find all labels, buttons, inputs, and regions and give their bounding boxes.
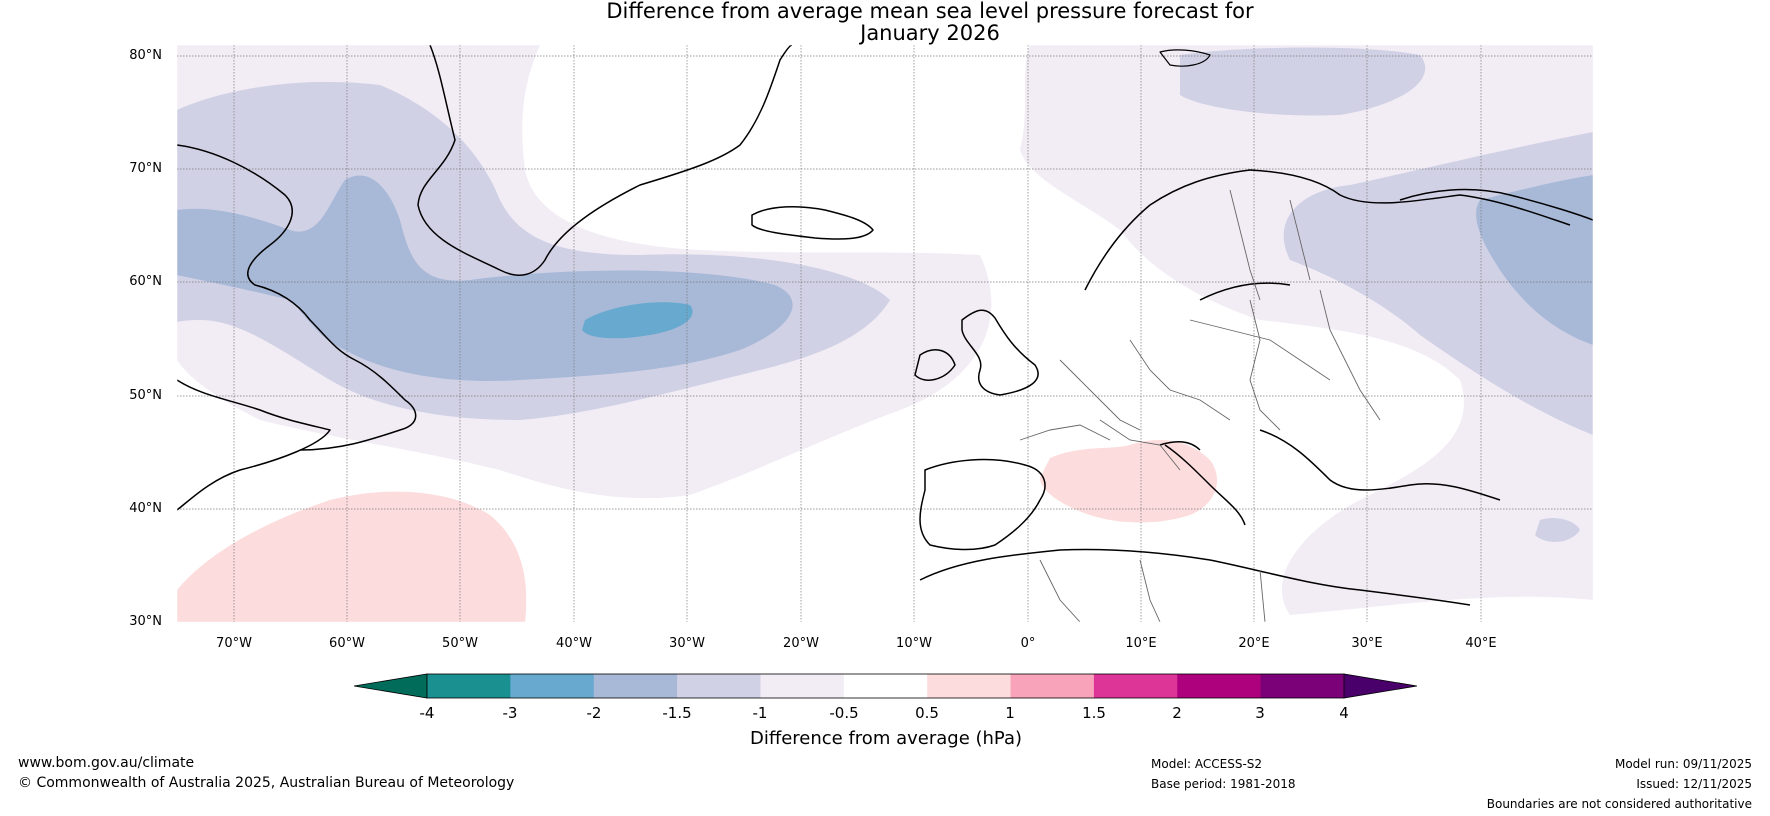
lat-label-30n: 30°N [129,614,162,629]
colorbar-under-arrow [353,673,428,699]
colorbar-segment [1093,674,1178,698]
colorbar-tick: 1 [1005,704,1015,722]
lat-label-70n: 70°N [129,161,162,176]
anomaly-region-moderate-negative-east-small [1535,518,1580,542]
colorbar-segment [677,674,761,698]
lon-label-20w: 20°W [783,636,819,651]
colorbar-tick: -3 [502,704,518,722]
coastline-iceland [751,205,874,240]
colorbar-segment [843,674,928,698]
map-title-line1: Difference from average mean sea level p… [606,0,1254,23]
border-europe-3 [1189,319,1331,381]
border-europe-1 [1059,359,1141,431]
colorbar-segment [427,674,511,698]
border-europe-4 [1249,299,1281,431]
anomaly-region-positive-southwest [177,491,527,622]
coastline-canada-baffin [177,144,417,451]
coastline-iberia [919,458,1046,551]
colorbar-tick: 1.5 [1082,704,1106,722]
coastlines [177,45,1593,606]
footer-issued: Issued: 12/11/2025 [1636,777,1752,791]
colorbar-segment [593,674,678,698]
colorbar-tick: 0.5 [915,704,939,722]
anomaly-region-strong-negative-east [1476,175,1593,345]
lon-label-40w: 40°W [556,636,592,651]
lon-label-20e: 20°E [1238,636,1270,651]
colorbar-segment [1260,674,1345,698]
footer-base-period: Base period: 1981-2018 [1151,777,1296,791]
colorbar-tick: -4 [419,704,435,722]
coastline-russia-arctic [1399,188,1593,221]
lon-label-30w: 30°W [669,636,705,651]
country-borders [1019,189,1381,622]
anomaly-region-very-strong-negative [582,302,693,339]
border-scandinavia-2 [1289,199,1311,281]
lon-label-70w: 70°W [216,636,252,651]
border-europe-6 [1099,419,1181,471]
anomaly-region-moderate-negative-northeast [1180,47,1426,116]
border-europe-7 [1019,424,1111,441]
lon-label-0: 0° [1020,636,1036,651]
coastline-british-isles [914,309,1039,396]
colorbar-segment [1010,674,1095,698]
footer-model: Model: ACCESS-S2 [1151,757,1263,771]
footer-copyright: © Commonwealth of Australia 2025, Austra… [18,775,515,791]
colorbar-over-arrow [1343,673,1418,699]
lon-label-40e: 40°E [1465,636,1497,651]
footer-model-run: Model run: 09/11/2025 [1614,757,1752,771]
colorbar-tick: 3 [1255,704,1265,722]
footer-website[interactable]: www.bom.gov.au/climate [18,755,195,771]
coastline-balkans-turkey [1259,429,1501,501]
colorbar-segment [1177,674,1262,698]
colorbar-tick: -1.5 [662,704,692,722]
map-graticule [177,45,1593,622]
lon-label-50w: 50°W [442,636,478,651]
lon-label-10w: 10°W [896,636,932,651]
border-europe-2 [1129,339,1231,421]
border-africa [1039,559,1266,622]
colorbar-segment [510,674,595,698]
colorbar-segment [927,674,1012,698]
colorbar-tick: -0.5 [829,704,859,722]
border-scandinavia-1 [1229,189,1261,301]
lon-label-30e: 30°E [1351,636,1383,651]
lon-label-60w: 60°W [329,636,365,651]
lat-label-50n: 50°N [129,388,162,403]
colorbar-tick: -1 [752,704,768,722]
lon-label-10e: 10°E [1125,636,1157,651]
coastline-italy [1159,440,1246,526]
border-europe-5 [1319,289,1381,421]
coastline-scandinavia [1084,169,1571,301]
lat-label-80n: 80°N [129,48,162,63]
colorbar-tick: -2 [586,704,602,722]
coastline-svalbard [1159,49,1211,67]
colorbar [353,673,1418,699]
coastline-north-america-east [177,379,331,511]
anomaly-field [177,45,1593,622]
lat-label-60n: 60°N [129,274,162,289]
footer-disclaimer: Boundaries are not considered authoritat… [1486,797,1752,811]
colorbar-tick: 4 [1339,704,1349,722]
colorbar-tick: 2 [1172,704,1182,722]
map-title-line2: January 2026 [860,21,1000,45]
lat-label-40n: 40°N [129,501,162,516]
coastline-greenland [417,45,793,276]
coastline-north-africa [919,548,1471,606]
colorbar-segment [760,674,845,698]
colorbar-outline [426,673,1345,699]
colorbar-label: Difference from average (hPa) [749,728,1023,749]
